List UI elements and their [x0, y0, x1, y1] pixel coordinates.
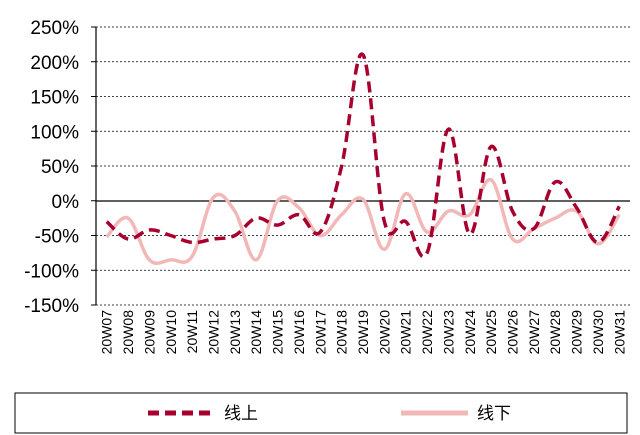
x-tick-label: 20W14: [248, 310, 264, 355]
legend-box: [14, 392, 628, 434]
y-tick-label: 50%: [41, 157, 79, 178]
legend-label-online: 线上: [224, 404, 258, 424]
y-tick-label: 150%: [30, 88, 79, 109]
x-tick-label: 20W21: [398, 310, 414, 355]
x-tick-label: 20W15: [270, 310, 286, 355]
x-tick-label: 20W20: [376, 310, 392, 355]
x-tick-label: 20W30: [590, 310, 606, 355]
x-tick-label: 20W24: [462, 310, 478, 355]
series-line-offline: [105, 178, 621, 266]
x-tick-label: 20W10: [163, 310, 179, 355]
x-tick-label: 20W23: [440, 310, 456, 355]
y-tick-label: 200%: [30, 53, 79, 74]
series-line-online: [105, 52, 621, 259]
x-tick-label: 20W11: [184, 310, 200, 354]
x-tick-label: 20W08: [120, 310, 136, 355]
y-tick-label: -50%: [35, 227, 79, 248]
legend: 线上 线下: [14, 392, 628, 434]
x-tick-label: 20W09: [141, 310, 157, 355]
x-tick-label: 20W18: [334, 310, 350, 355]
x-tick-label: 20W29: [569, 310, 585, 355]
x-tick-label: 20W12: [205, 310, 221, 355]
series-lines: [105, 52, 621, 266]
legend-label-offline: 线下: [477, 404, 511, 424]
x-tick-label: 20W16: [291, 310, 307, 355]
x-tick-label: 20W28: [547, 310, 563, 355]
y-tick-label: 0%: [52, 192, 80, 213]
y-tick-label: -100%: [24, 261, 79, 282]
x-tick-label: 20W31: [611, 310, 627, 355]
x-tick-label: 20W22: [419, 310, 435, 355]
y-tick-label: 250%: [30, 18, 79, 39]
y-tick-labels: 250% 200% 150% 100% 50% 0% -50% -100% -150%: [24, 18, 79, 317]
x-tick-label: 20W27: [526, 310, 542, 355]
x-tick-labels: 20W07 20W08 20W09 20W10 20W11 20W12 20W13 20W14…: [99, 310, 628, 355]
x-tick-label: 20W07: [99, 310, 115, 355]
x-tick-label: 20W19: [355, 310, 371, 355]
y-tick-label: -150%: [24, 296, 79, 317]
x-tick-label: 20W13: [227, 310, 243, 355]
y-tick-label: 100%: [30, 122, 79, 143]
x-tick-label: 20W26: [505, 310, 521, 355]
x-tick-label: 20W17: [312, 310, 328, 355]
gridlines: [91, 26, 630, 306]
x-tick-label: 20W25: [483, 310, 499, 355]
